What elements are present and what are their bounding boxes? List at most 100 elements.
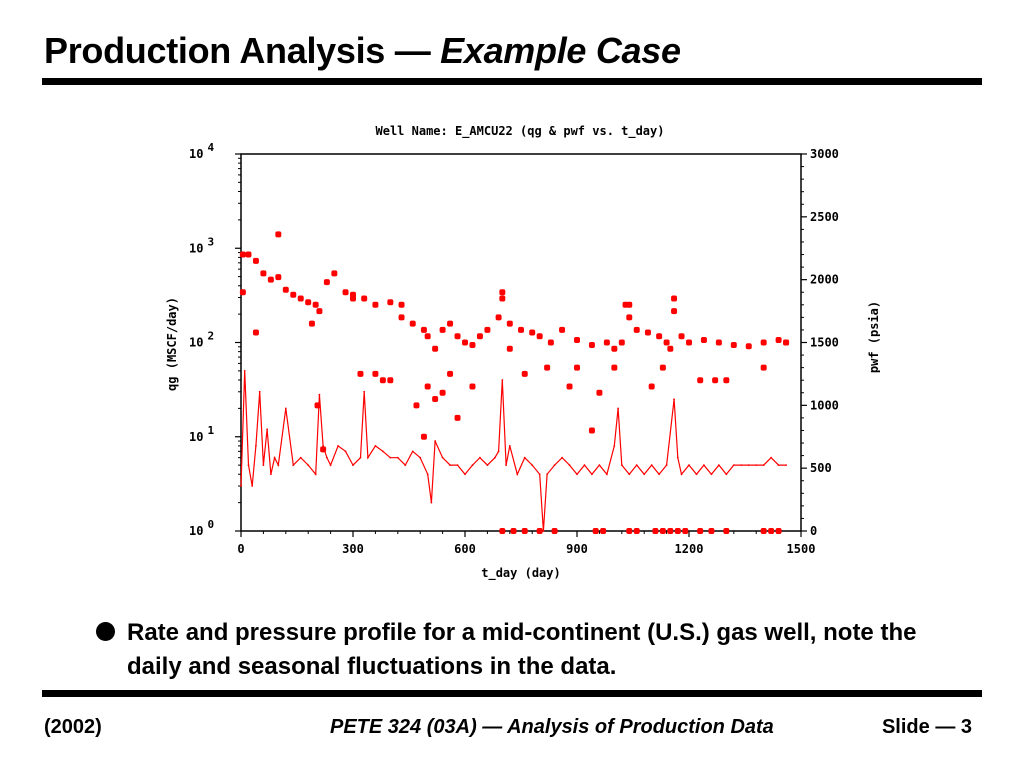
qg-point (404, 464, 407, 467)
qg-point (635, 464, 638, 467)
title-divider (42, 78, 982, 85)
pwf-point (357, 370, 364, 377)
right-tick-label: 3000 (810, 147, 839, 161)
qg-point (255, 444, 257, 447)
qg-point (508, 444, 511, 447)
pwf-point (760, 364, 767, 371)
right-axis: 0 500 1000 1500 2000 2500 3000 (801, 147, 839, 538)
pwf-point (462, 339, 468, 346)
x-tick-label: 0 (237, 542, 244, 556)
qg-point (419, 456, 422, 459)
pwf-point (499, 289, 506, 296)
pwf-point (667, 345, 674, 352)
pwf-point (510, 528, 517, 534)
pwf-point (252, 257, 259, 264)
pwf-point (682, 528, 689, 534)
qg-point (269, 473, 272, 476)
bullet-text: Rate and pressure profile for a mid-cont… (127, 619, 917, 680)
qg-point (247, 464, 250, 467)
pwf-point (290, 291, 297, 298)
pwf-point (506, 345, 513, 352)
slide-title-italic: Example Case (440, 30, 681, 71)
qg-point (464, 473, 466, 476)
qg-point (479, 456, 481, 459)
qg-point (598, 464, 601, 467)
qg-point (307, 464, 310, 467)
footer-year: (2002) (44, 716, 102, 738)
qg-point (273, 456, 276, 459)
qg-point (266, 428, 269, 431)
pwf-point (588, 342, 595, 349)
pwf-point (723, 377, 730, 384)
pwf-point (596, 389, 603, 396)
pwf-point (656, 333, 663, 340)
pwf-point (454, 414, 461, 421)
pwf-point (536, 528, 543, 534)
x-tick-label: 600 (454, 542, 476, 556)
pwf-point (659, 528, 666, 534)
qg-point (493, 456, 496, 459)
pwf-point (239, 289, 246, 296)
series-layer (239, 231, 790, 534)
qg-point (710, 473, 713, 476)
qg-point (673, 398, 675, 401)
pwf-point (447, 320, 454, 327)
pwf-point (316, 308, 323, 315)
pwf-point (439, 326, 446, 333)
pwf-point (297, 295, 304, 302)
pwf-point (305, 299, 312, 306)
pwf-point (409, 320, 416, 327)
chart-title: Well Name: E_AMCU22 (qg & pwf vs. t_day) (376, 124, 665, 139)
qg-point (262, 464, 265, 467)
qg-point (381, 450, 384, 453)
qg-point (755, 464, 758, 467)
qg-point (725, 473, 728, 476)
pwf-point (551, 528, 558, 534)
plot-frame (240, 153, 802, 532)
pwf-point (730, 342, 737, 349)
x-tick-label: 1500 (787, 542, 816, 556)
qg-point (561, 456, 563, 459)
qg-point (762, 464, 765, 467)
pwf-point (518, 326, 524, 333)
pwf-point (387, 377, 394, 384)
pwf-point (312, 301, 319, 308)
qg-point (553, 464, 556, 467)
pwf-point (379, 377, 386, 384)
pwf-point (439, 389, 446, 396)
pwf-point (633, 528, 640, 534)
qg-point (717, 464, 720, 467)
pwf-point (588, 427, 595, 434)
pwf-point (398, 314, 405, 321)
pwf-point (760, 528, 767, 534)
pwf-point (659, 364, 666, 371)
pwf-point (252, 329, 259, 336)
qg-point (411, 450, 414, 453)
qg-point (471, 464, 474, 467)
qg-point (650, 464, 653, 467)
qg-point (770, 456, 773, 459)
qg-point (676, 456, 679, 459)
pwf-point (506, 320, 513, 327)
right-tick-label: 500 (810, 461, 832, 475)
qg-point (620, 464, 623, 467)
pwf-point (712, 377, 719, 384)
qg-point (292, 464, 295, 467)
qg-point (314, 473, 317, 476)
pwf-point (697, 377, 704, 384)
qg-point (299, 456, 302, 459)
pwf-point (308, 320, 315, 327)
pwf-point (760, 339, 767, 346)
qg-point (576, 473, 578, 476)
pwf-point (544, 364, 551, 371)
qg-point (628, 473, 631, 476)
pwf-point (398, 301, 405, 308)
pwf-point (574, 336, 580, 343)
pwf-point (708, 528, 715, 534)
qg-point (658, 473, 661, 476)
qg-point (359, 456, 362, 459)
slide-title-main: Production Analysis — (44, 30, 441, 71)
pwf-point (697, 528, 704, 534)
pwf-point (413, 402, 420, 409)
